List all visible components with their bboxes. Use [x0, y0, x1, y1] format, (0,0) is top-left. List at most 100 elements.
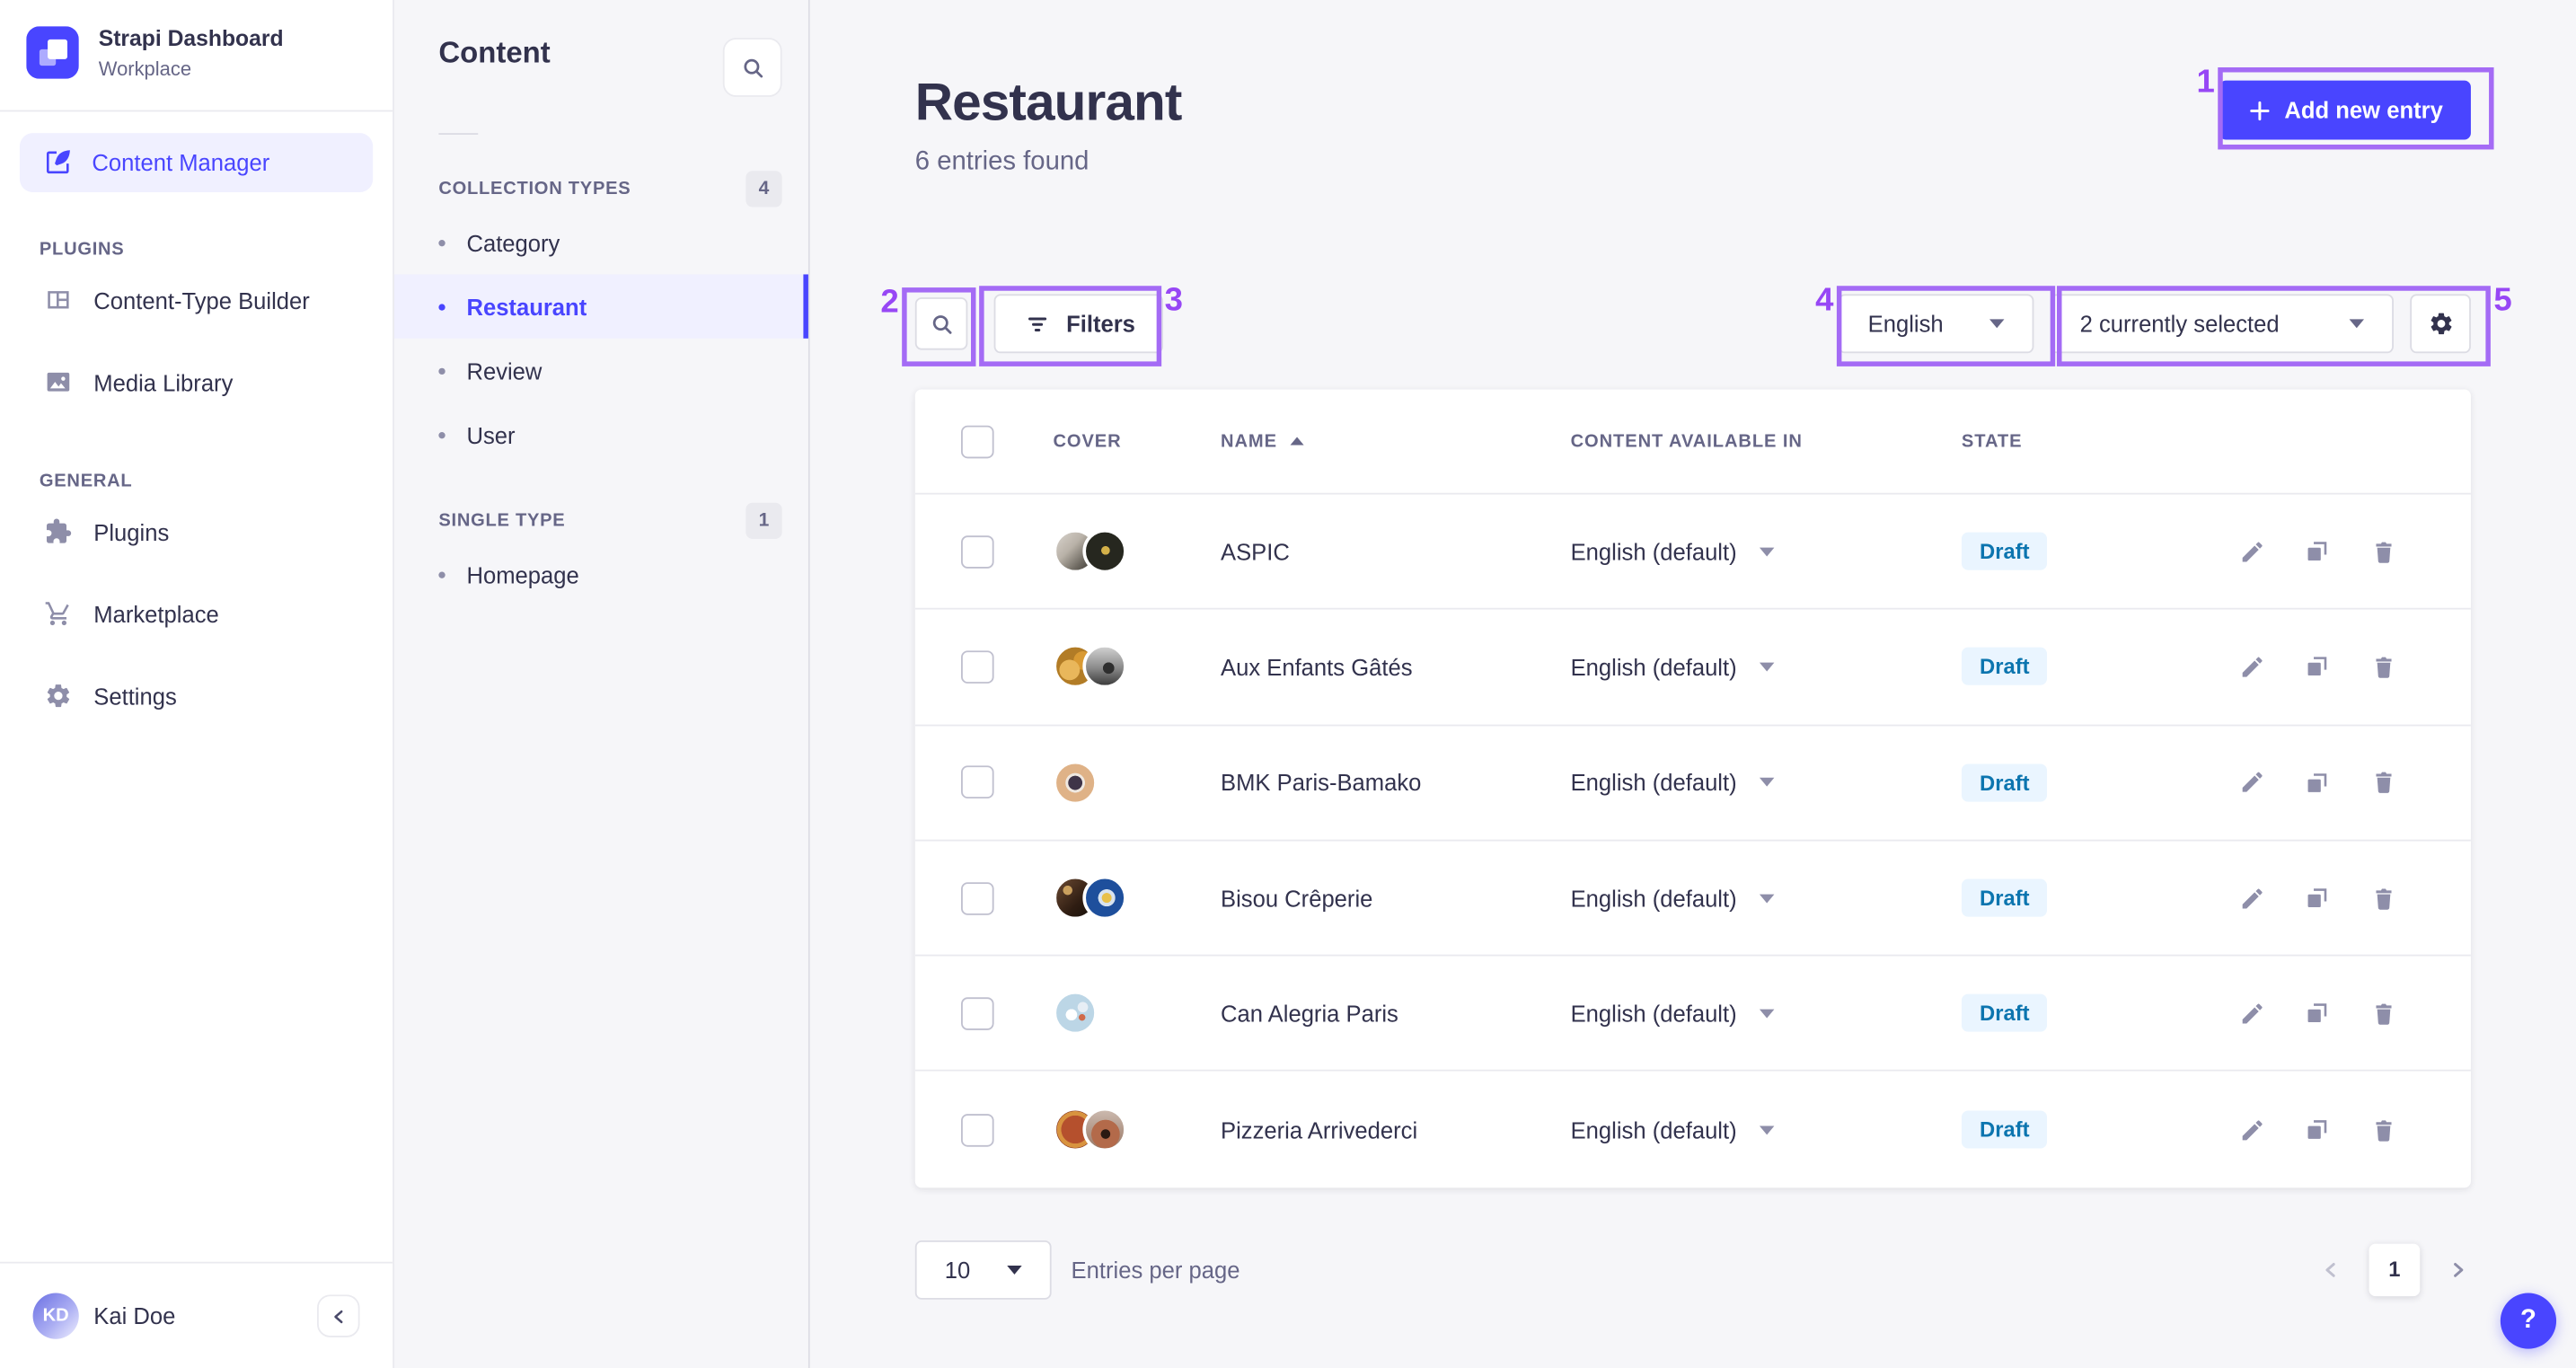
entries-table: COVER NAME CONTENT AVAILABLE IN STATE AS…: [914, 389, 2471, 1188]
cell-locale: English (default): [1570, 769, 1962, 796]
table-row: Bisou Crêperie English (default) Draft: [914, 841, 2471, 957]
column-header-cover[interactable]: COVER: [1053, 431, 1122, 452]
cell-cover: [1053, 644, 1176, 690]
chevron-down-icon[interactable]: [1760, 546, 1775, 556]
bullet-icon: [438, 303, 446, 310]
entry-name: Pizzeria Arrivederci: [1221, 1116, 1418, 1143]
chevron-down-icon[interactable]: [1760, 1009, 1775, 1019]
collapse-sidebar-button[interactable]: [317, 1294, 360, 1337]
delete-button[interactable]: [2369, 653, 2397, 681]
cell-state: Draft: [1961, 1110, 2237, 1149]
edit-button[interactable]: [2237, 884, 2265, 912]
edit-button[interactable]: [2237, 537, 2265, 565]
next-page-button[interactable]: [2445, 1257, 2471, 1283]
entry-name: Aux Enfants Gâtés: [1221, 653, 1413, 681]
entries-per-page-label: Entries per page: [1071, 1256, 1240, 1284]
search-button[interactable]: [914, 297, 968, 350]
duplicate-button[interactable]: [2303, 537, 2331, 565]
status-badge: Draft: [1961, 878, 2048, 917]
chevron-down-icon[interactable]: [1760, 662, 1775, 672]
select-all-checkbox[interactable]: [961, 424, 994, 458]
add-new-entry-button[interactable]: Add new entry: [2219, 80, 2471, 140]
delete-button[interactable]: [2369, 1116, 2397, 1143]
sidebar-item-media-library[interactable]: Media Library: [0, 341, 393, 423]
row-checkbox[interactable]: [961, 765, 994, 799]
workspace-header[interactable]: Strapi Dashboard Workplace: [0, 0, 393, 112]
row-checkbox[interactable]: [961, 1113, 994, 1147]
subnav-item-restaurant[interactable]: Restaurant: [393, 274, 808, 339]
column-header-name[interactable]: NAME: [1221, 431, 1571, 451]
duplicate-button[interactable]: [2303, 1000, 2331, 1028]
gear-icon: [43, 683, 73, 710]
sidebar-item-marketplace[interactable]: Marketplace: [0, 573, 393, 655]
page-size-value: 10: [944, 1256, 971, 1284]
delete-button[interactable]: [2369, 769, 2397, 797]
subnav-item-label: Review: [466, 357, 543, 384]
entry-locale: English (default): [1570, 1000, 1737, 1027]
subnav-group-header: COLLECTION TYPES 4: [394, 171, 808, 207]
delete-button[interactable]: [2369, 537, 2397, 565]
bullet-icon: [438, 239, 446, 246]
subnav-group-header: SINGLE TYPE 1: [394, 502, 808, 539]
filters-button[interactable]: Filters: [993, 294, 1164, 354]
help-button[interactable]: ?: [2500, 1293, 2557, 1349]
delete-button[interactable]: [2369, 1000, 2397, 1028]
chevron-down-icon[interactable]: [1760, 893, 1775, 903]
cell-checkbox: [961, 996, 1001, 1030]
sidebar-item-settings[interactable]: Settings: [0, 656, 393, 737]
duplicate-button[interactable]: [2303, 769, 2331, 797]
cell-locale: English (default): [1570, 538, 1962, 565]
subnav-search-button[interactable]: [722, 38, 782, 97]
edit-button[interactable]: [2237, 1116, 2265, 1143]
chevron-down-icon[interactable]: [1760, 1125, 1775, 1134]
edit-button[interactable]: [2237, 769, 2265, 797]
row-checkbox[interactable]: [961, 534, 994, 569]
sidebar-section-label: GENERAL: [39, 471, 133, 491]
locale-select-value: English: [1867, 310, 1944, 337]
entry-locale: English (default): [1570, 885, 1737, 912]
table-row: BMK Paris-Bamako English (default) Draft: [914, 726, 2471, 842]
entry-name: Can Alegria Paris: [1221, 1000, 1398, 1027]
column-header-state[interactable]: STATE: [1961, 431, 2023, 452]
subnav-item-homepage[interactable]: Homepage: [394, 543, 808, 606]
edit-button[interactable]: [2237, 1000, 2265, 1028]
entry-locale: English (default): [1570, 769, 1737, 796]
delete-button[interactable]: [2369, 884, 2397, 912]
column-header-locale[interactable]: CONTENT AVAILABLE IN: [1570, 431, 1803, 452]
duplicate-button[interactable]: [2303, 884, 2331, 912]
sidebar-item-content-type-builder[interactable]: Content-Type Builder: [0, 260, 393, 341]
status-badge: Draft: [1961, 532, 2048, 570]
previous-page-button[interactable]: [2318, 1257, 2344, 1283]
subnav-item-user[interactable]: User: [394, 402, 808, 466]
subnav-item-category[interactable]: Category: [394, 210, 808, 274]
entry-locale: English (default): [1570, 538, 1737, 565]
cell-actions: [2237, 769, 2396, 797]
row-checkbox[interactable]: [961, 881, 994, 914]
cell-state: Draft: [1961, 648, 2237, 686]
cover-image: [1082, 529, 1127, 574]
cover-image: [1082, 1108, 1127, 1152]
cart-icon: [43, 600, 73, 628]
chevron-down-icon[interactable]: [1760, 778, 1775, 788]
edit-button[interactable]: [2237, 653, 2265, 681]
subnav-item-label: User: [466, 421, 516, 448]
page-1-button[interactable]: 1: [2369, 1243, 2421, 1296]
cell-cover: [1053, 991, 1176, 1036]
duplicate-button[interactable]: [2303, 653, 2331, 681]
subnav-item-review[interactable]: Review: [394, 339, 808, 402]
displayed-fields-value: 2 currently selected: [2079, 310, 2280, 337]
sidebar-item-label: Content-Type Builder: [93, 287, 310, 314]
avatar[interactable]: KD: [32, 1293, 79, 1339]
status-badge: Draft: [1961, 763, 2048, 802]
add-new-entry-label: Add new entry: [2284, 96, 2443, 124]
sidebar-item-plugins[interactable]: Plugins: [0, 491, 393, 573]
sidebar-item-content-manager[interactable]: Content Manager: [19, 132, 374, 192]
duplicate-button[interactable]: [2303, 1116, 2331, 1143]
row-checkbox[interactable]: [961, 650, 994, 684]
page-size-select[interactable]: 10: [914, 1240, 1052, 1300]
view-settings-button[interactable]: [2410, 294, 2471, 354]
row-checkbox[interactable]: [961, 996, 994, 1030]
displayed-fields-select[interactable]: 2 currently selected: [2050, 294, 2394, 354]
locale-select[interactable]: English: [1838, 294, 2034, 354]
cell-state: Draft: [1961, 994, 2237, 1033]
